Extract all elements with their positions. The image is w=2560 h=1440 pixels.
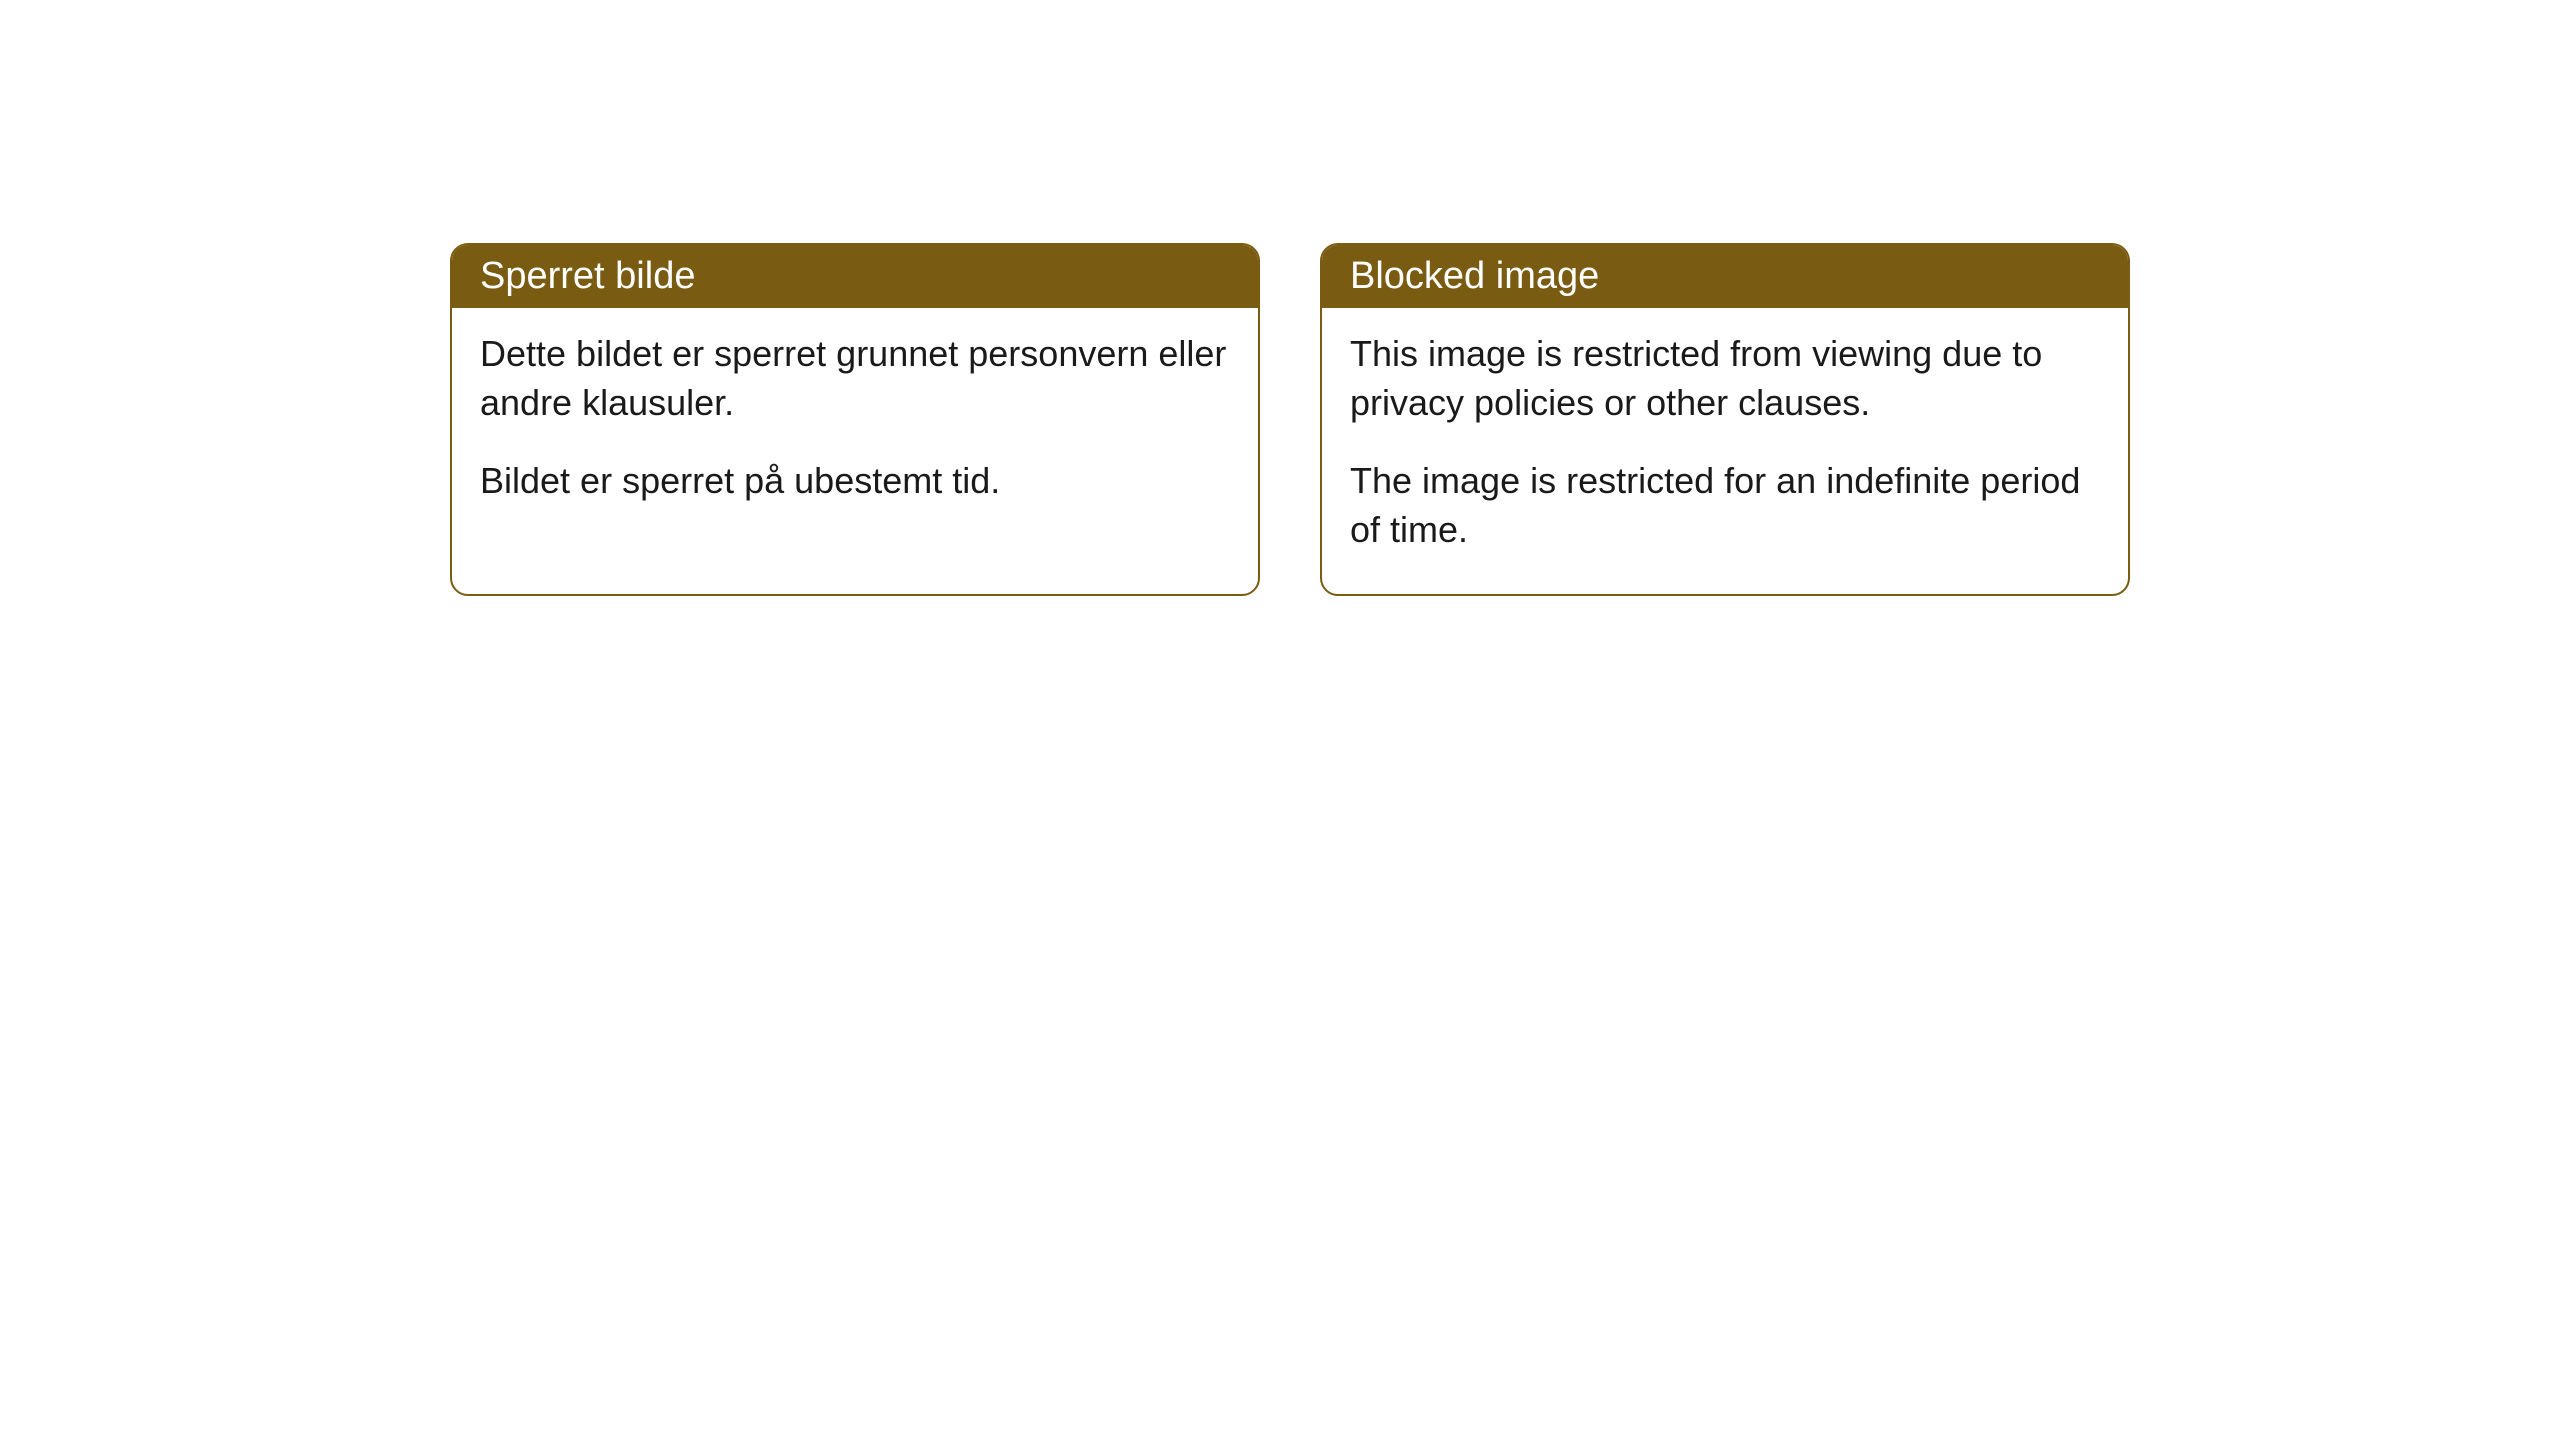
notice-card-norwegian: Sperret bilde Dette bildet er sperret gr… xyxy=(450,243,1260,596)
card-paragraph: The image is restricted for an indefinit… xyxy=(1350,457,2100,554)
card-paragraph: This image is restricted from viewing du… xyxy=(1350,330,2100,427)
card-body-english: This image is restricted from viewing du… xyxy=(1322,308,2128,594)
notice-card-english: Blocked image This image is restricted f… xyxy=(1320,243,2130,596)
notice-cards-container: Sperret bilde Dette bildet er sperret gr… xyxy=(450,243,2130,596)
card-title: Sperret bilde xyxy=(480,255,695,297)
card-title: Blocked image xyxy=(1350,255,1599,297)
card-body-norwegian: Dette bildet er sperret grunnet personve… xyxy=(452,308,1258,546)
card-header-english: Blocked image xyxy=(1322,245,2128,308)
card-paragraph: Bildet er sperret på ubestemt tid. xyxy=(480,457,1230,506)
card-header-norwegian: Sperret bilde xyxy=(452,245,1258,308)
card-paragraph: Dette bildet er sperret grunnet personve… xyxy=(480,330,1230,427)
